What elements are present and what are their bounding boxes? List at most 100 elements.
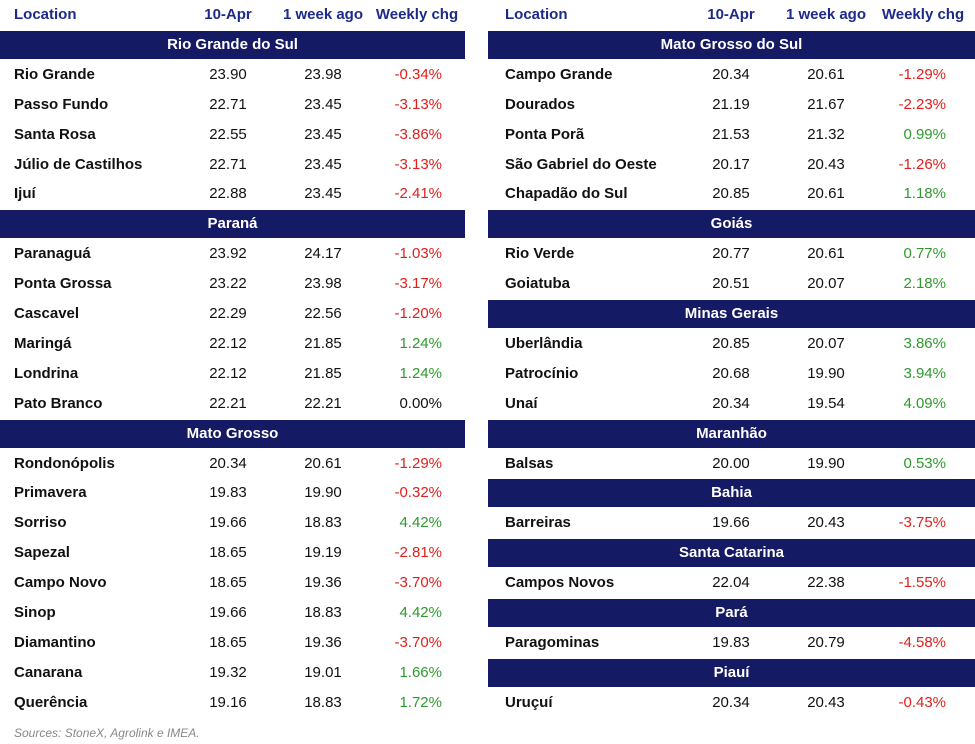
group-title: Pará (715, 604, 748, 621)
price: 21.85 (304, 334, 342, 352)
price: 18.83 (304, 514, 342, 532)
price: 24.17 (304, 245, 342, 263)
source-note: Sources: StoneX, Agrolink e IMEA. (14, 726, 200, 740)
location: Querência (14, 693, 88, 711)
location: Patrocínio (505, 364, 579, 382)
price: 19.66 (209, 514, 247, 532)
weekly-change: -2.41% (394, 185, 442, 203)
price: 22.21 (209, 394, 247, 412)
price: 23.90 (209, 65, 247, 83)
price: 19.90 (807, 454, 845, 472)
location: Rio Verde (505, 245, 575, 263)
group-bar (488, 30, 975, 59)
weekly-change: -1.29% (898, 65, 946, 83)
group-bar (488, 419, 975, 448)
price: 19.19 (304, 544, 342, 562)
location: São Gabriel do Oeste (505, 155, 657, 173)
location: Campo Grande (505, 65, 613, 83)
weekly-change: 1.24% (399, 364, 442, 382)
location: Pato Branco (14, 394, 103, 412)
group-bar (0, 210, 465, 239)
price: 20.61 (807, 65, 845, 83)
price: 20.77 (712, 245, 750, 263)
price: 22.56 (304, 305, 342, 322)
location: Balsas (505, 454, 554, 472)
location: Ponta Porã (505, 125, 585, 143)
weekly-change: -1.20% (394, 305, 442, 322)
weekly-change: 3.86% (903, 334, 946, 352)
price: 19.66 (209, 604, 247, 621)
column-header: Weekly chg (375, 6, 459, 23)
weekly-change: 4.42% (399, 604, 442, 621)
price: 20.68 (712, 364, 750, 382)
group-title: Piauí (713, 663, 750, 681)
price: 19.36 (304, 574, 342, 592)
weekly-change: -1.26% (898, 155, 946, 173)
column-header: 1 week ago (282, 6, 364, 23)
location: Sapezal (14, 544, 70, 562)
weekly-change: -1.03% (394, 245, 442, 263)
location: Cascavel (14, 305, 80, 322)
weekly-change: -3.17% (394, 275, 442, 293)
weekly-change: -0.43% (898, 693, 946, 711)
group-bar (488, 300, 975, 328)
weekly-change: 1.18% (903, 185, 946, 203)
price: 22.71 (209, 155, 247, 173)
price: 19.36 (304, 633, 342, 651)
location: Campo Novo (14, 574, 107, 592)
price: 19.32 (209, 663, 247, 681)
group-bar (0, 419, 465, 448)
price: 19.54 (807, 394, 845, 412)
location: Sorriso (14, 514, 67, 532)
group-title: Mato Grosso (186, 424, 279, 442)
group-title: Paraná (207, 215, 258, 233)
price: 23.22 (209, 275, 247, 293)
price: 20.61 (807, 185, 845, 203)
price: 22.29 (209, 305, 247, 322)
price: 20.34 (209, 454, 247, 472)
weekly-change: -0.32% (394, 484, 442, 502)
price: 23.98 (304, 65, 342, 83)
weekly-change: -3.13% (394, 155, 442, 173)
price: 22.38 (807, 574, 845, 592)
price: 22.88 (209, 185, 247, 203)
weekly-change: -0.34% (394, 65, 442, 83)
price: 18.83 (304, 604, 342, 621)
group-title: Mato Grosso do Sul (660, 35, 803, 53)
price: 20.34 (712, 693, 750, 711)
price: 22.12 (209, 334, 247, 352)
location: Sinop (14, 604, 56, 621)
location: Primavera (14, 484, 87, 502)
weekly-change: -3.75% (898, 514, 946, 532)
price: 20.61 (807, 245, 845, 263)
weekly-change: 0.00% (399, 394, 442, 412)
price: 23.45 (304, 95, 342, 113)
location: Dourados (505, 95, 576, 113)
location: Paragominas (505, 633, 600, 651)
price: 23.92 (209, 245, 247, 263)
group-title: Rio Grande do Sul (167, 35, 298, 53)
weekly-change: 4.09% (903, 394, 946, 412)
price: 19.16 (209, 693, 247, 711)
location: Diamantino (14, 633, 96, 651)
location: Passo Fundo (14, 95, 109, 113)
group-bar (0, 30, 465, 59)
group-title: Maranhão (696, 424, 767, 442)
price: 20.85 (712, 334, 750, 352)
group-title: Goiás (710, 215, 753, 233)
weekly-change: 0.99% (903, 125, 946, 143)
column-header: 10-Apr (707, 6, 755, 23)
weekly-change: 1.66% (399, 663, 442, 681)
weekly-change: 1.24% (399, 334, 442, 352)
price: 20.34 (712, 65, 750, 83)
price: 19.66 (712, 514, 750, 532)
group-bar (488, 658, 975, 687)
weekly-change: 3.94% (903, 364, 946, 382)
price: 19.90 (807, 364, 845, 382)
weekly-change: -2.81% (394, 544, 442, 562)
weekly-change: 4.42% (399, 514, 442, 532)
price: 20.34 (712, 394, 750, 412)
price: 18.65 (209, 633, 247, 651)
column-header: Weekly chg (881, 6, 965, 23)
price: 20.43 (807, 155, 845, 173)
